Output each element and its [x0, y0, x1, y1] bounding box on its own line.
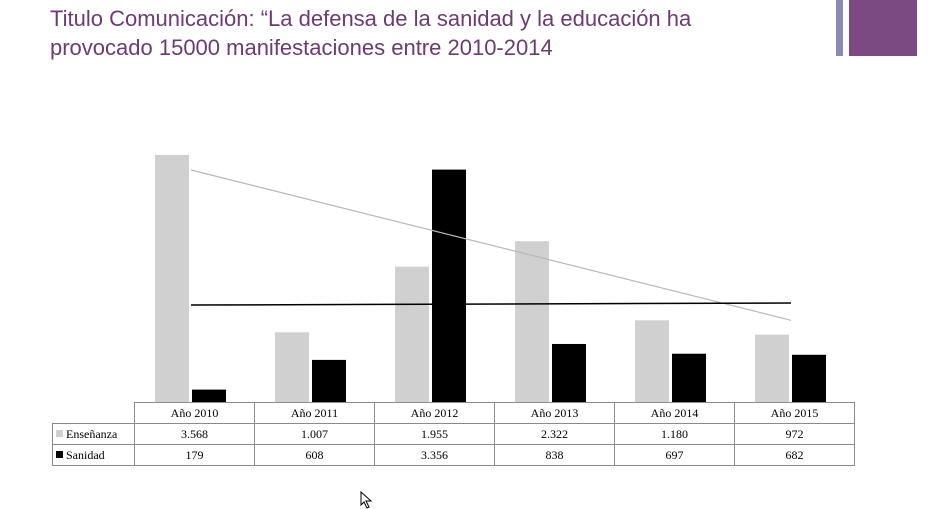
- table-cell: 697: [614, 444, 735, 466]
- legend-swatch-sanidad: [56, 450, 63, 458]
- table-cell: 179: [134, 444, 255, 466]
- table-header-row: Año 2010 Año 2011 Año 2012 Año 2013 Año …: [52, 402, 855, 424]
- slide-title-line2: provocado 15000 manifestaciones entre 20…: [50, 35, 553, 60]
- table-col-header: Año 2012: [374, 402, 495, 424]
- table-cell: 1.955: [374, 423, 495, 445]
- bar-ensenanza: [635, 320, 669, 402]
- bar-sanidad: [792, 354, 826, 402]
- bar-sanidad: [552, 343, 586, 402]
- bar-sanidad: [192, 389, 226, 402]
- chart-data-table: Año 2010 Año 2011 Año 2012 Año 2013 Año …: [52, 402, 855, 466]
- trendline-ensenanza: [190, 169, 792, 321]
- table-corner: [52, 402, 135, 424]
- bar-sanidad: [312, 359, 346, 402]
- table-cell: 1.007: [254, 423, 375, 445]
- table-cell: 1.180: [614, 423, 735, 445]
- table-col-header: Año 2011: [254, 402, 375, 424]
- slide-title-line1: Titulo Comunicación: “La defensa de la s…: [50, 6, 692, 31]
- table-col-header: Año 2015: [734, 402, 855, 424]
- table-col-header: Año 2010: [134, 402, 255, 424]
- mouse-cursor-icon: [360, 491, 373, 509]
- bar-ensenanza: [515, 241, 549, 402]
- table-row-sanidad: Sanidad 179 608 3.356 838 697 682: [52, 444, 855, 466]
- bar-ensenanza: [755, 334, 789, 402]
- table-cell: 682: [734, 444, 855, 466]
- legend-sanidad: Sanidad: [52, 444, 135, 466]
- bar-ensenanza: [395, 266, 429, 402]
- bar-ensenanza: [155, 154, 189, 402]
- bar-ensenanza: [275, 332, 309, 402]
- table-cell: 3.356: [374, 444, 495, 466]
- slide-title: Titulo Comunicación: “La defensa de la s…: [50, 4, 810, 62]
- decorative-accent-bar-thin: [836, 0, 843, 56]
- bar-sanidad: [432, 169, 466, 402]
- table-col-header: Año 2013: [494, 402, 615, 424]
- table-cell: 3.568: [134, 423, 255, 445]
- legend-label-sanidad: Sanidad: [66, 447, 105, 462]
- table-cell: 608: [254, 444, 375, 466]
- table-row-ensenanza: Enseñanza 3.568 1.007 1.955 2.322 1.180 …: [52, 423, 855, 445]
- decorative-accent-block: [849, 0, 917, 56]
- table-cell: 972: [734, 423, 855, 445]
- bar-sanidad: [672, 353, 706, 402]
- table-cell: 2.322: [494, 423, 615, 445]
- table-col-header: Año 2014: [614, 402, 735, 424]
- legend-ensenanza: Enseñanza: [52, 423, 135, 445]
- legend-swatch-ensenanza: [56, 429, 63, 437]
- trendline-sanidad: [190, 302, 792, 306]
- legend-label-ensenanza: Enseñanza: [66, 426, 118, 441]
- table-cell: 838: [494, 444, 615, 466]
